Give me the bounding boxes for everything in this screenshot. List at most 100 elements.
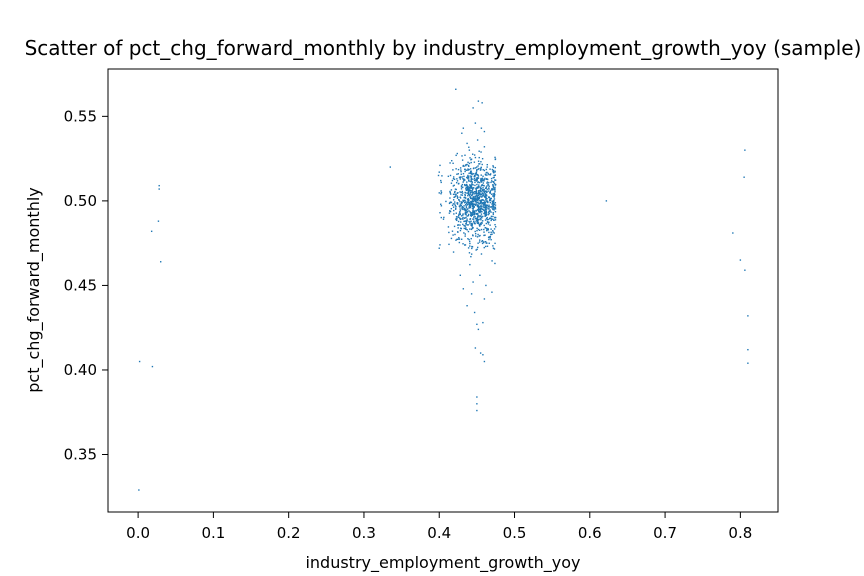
data-point [484,240,487,243]
data-point [481,193,483,195]
data-point [476,323,478,326]
data-point [491,188,494,190]
data-point [471,213,473,215]
data-point [477,186,479,189]
data-point [483,201,485,204]
data-point [486,198,488,200]
data-point [739,259,742,261]
data-point [477,194,480,197]
data-point [469,186,471,188]
data-point [462,214,464,216]
data-point [470,201,473,204]
data-point [449,210,451,212]
x-tick-label: 0.6 [578,524,602,542]
data-point [483,195,485,198]
data-point [454,193,456,195]
data-point [472,227,474,229]
data-point [478,241,481,243]
data-point [464,154,466,156]
data-point [452,176,455,178]
data-point [449,162,451,164]
data-point [459,196,461,198]
data-point [466,211,469,213]
data-point [468,220,470,223]
data-point [473,222,476,225]
data-point [494,216,497,219]
data-point [477,214,479,216]
data-point [492,165,494,167]
data-point [486,178,488,180]
data-point [486,181,489,183]
data-point [462,127,465,129]
data-point [456,178,458,180]
data-point [476,248,478,251]
data-point [466,209,468,211]
data-point [747,348,749,351]
data-point [493,172,495,174]
data-point [492,187,495,189]
data-point [474,217,477,220]
data-point [474,201,477,203]
data-point [454,204,457,207]
data-point [458,213,460,215]
data-point [474,232,477,235]
data-point [467,214,470,217]
data-point [473,177,476,180]
data-point [483,179,485,181]
data-point [476,403,478,405]
data-point [486,221,489,223]
data-point [492,208,494,211]
data-point [458,217,461,219]
x-tick-label: 0.7 [653,524,677,542]
data-point [484,209,486,212]
data-point [461,205,464,208]
data-point [491,180,493,182]
data-point [470,255,472,258]
data-point [473,203,475,205]
data-point [470,170,472,173]
data-point [494,186,496,189]
data-point [476,170,478,172]
data-point [457,196,459,198]
data-point [462,199,464,201]
data-point [469,228,471,230]
data-point [469,184,471,186]
data-point [476,196,479,198]
data-point [451,179,454,182]
data-point [453,191,456,194]
data-point [466,215,468,217]
data-point [463,224,465,227]
data-point [480,180,482,182]
data-point [467,213,470,216]
data-point [744,149,746,151]
data-point [456,203,459,205]
data-point [470,215,472,217]
data-point [460,215,463,217]
data-point [468,205,471,207]
data-point [480,199,482,202]
data-point [482,205,484,207]
data-point [458,205,461,207]
data-point [484,211,487,214]
data-point [462,172,465,175]
data-point [490,228,492,230]
data-point [486,171,488,174]
data-point [492,193,494,195]
data-point [472,198,475,201]
data-point [480,204,482,206]
data-point [466,218,468,220]
data-point [466,203,469,206]
data-point [474,173,476,175]
data-point [479,163,481,165]
data-point [466,163,468,166]
data-point [471,227,473,230]
data-point [464,212,467,215]
data-point [447,226,450,228]
data-point [482,215,484,218]
data-point [494,179,497,181]
data-point [476,186,478,189]
data-point [485,194,488,196]
data-point [472,184,474,186]
data-point [460,170,462,173]
data-point [491,218,493,220]
